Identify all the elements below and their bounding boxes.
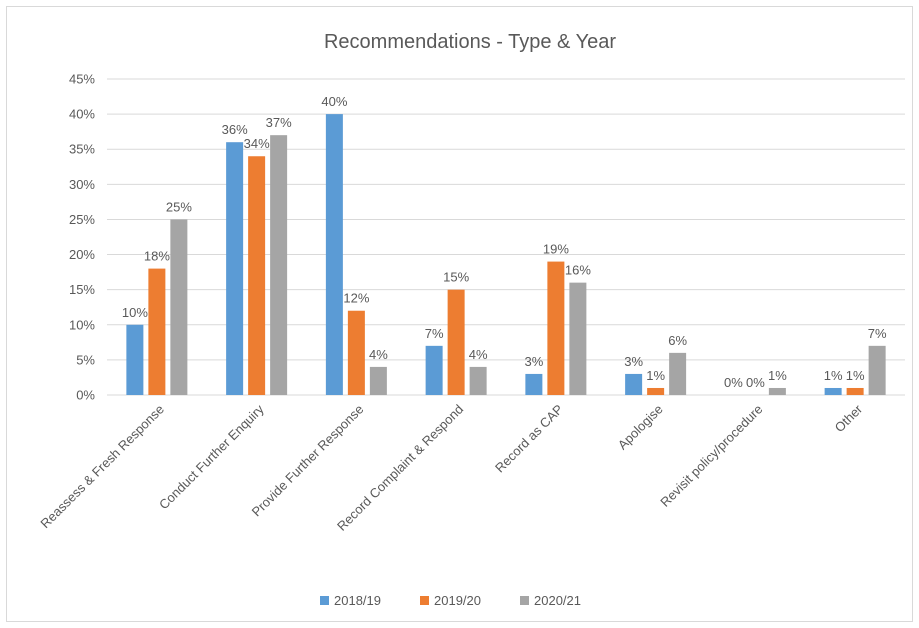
y-tick-label: 25%	[69, 212, 95, 227]
y-tick-label: 10%	[69, 317, 95, 332]
x-category-label: Apologise	[615, 402, 666, 453]
bar	[170, 219, 188, 395]
data-label: 1%	[846, 368, 865, 383]
legend-swatch	[320, 596, 329, 605]
data-label: 7%	[425, 326, 444, 341]
data-label: 18%	[144, 249, 170, 264]
x-category-label: Provide Further Response	[249, 402, 367, 520]
data-label: 15%	[443, 270, 469, 285]
data-label: 40%	[321, 94, 347, 109]
y-axis-ticks: 0% 5% 10% 15% 20% 25% 30% 35% 40% 45%	[69, 72, 95, 403]
data-label: 10%	[122, 305, 148, 320]
bar	[248, 156, 266, 395]
data-label: 34%	[244, 136, 270, 151]
x-category-label: Revisit policy/procedure	[657, 402, 765, 510]
bar	[469, 366, 487, 395]
y-tick-label: 35%	[69, 142, 95, 157]
y-tick-label: 5%	[76, 352, 95, 367]
data-label: 12%	[343, 291, 369, 306]
bar	[625, 373, 643, 395]
x-category-label: Other	[832, 401, 866, 435]
bar	[768, 387, 786, 395]
y-tick-label: 30%	[69, 177, 95, 192]
x-category-label: Conduct Further Enquiry	[156, 401, 267, 512]
legend: 2018/19 2019/20 2020/21	[320, 593, 581, 608]
y-tick-label: 40%	[69, 107, 95, 122]
bar	[824, 387, 842, 395]
bar	[868, 345, 886, 395]
bar	[647, 387, 665, 395]
bar	[525, 373, 543, 395]
data-labels: 10% 18% 25% 36%34% 37% 40% 12% 4% 7% 15% 4% 3% 19% 16…	[122, 94, 887, 390]
data-label: 1%	[768, 368, 787, 383]
bar	[447, 289, 465, 395]
data-label: 19%	[543, 242, 569, 257]
y-tick-label: 0%	[76, 388, 95, 403]
data-label: 4%	[469, 347, 488, 362]
data-label: 36%	[222, 122, 248, 137]
bars	[126, 114, 886, 395]
bar	[846, 387, 864, 395]
data-label: 0%	[724, 375, 743, 390]
bar	[669, 352, 687, 395]
x-category-label: Record as CAP	[492, 402, 566, 476]
bar	[347, 310, 365, 395]
data-label: 7%	[868, 326, 887, 341]
bar	[270, 135, 288, 395]
data-label: 1%	[646, 368, 665, 383]
y-tick-label: 20%	[69, 247, 95, 262]
bar	[325, 114, 343, 395]
data-label: 37%	[266, 115, 292, 130]
data-label: 3%	[624, 354, 643, 369]
bar	[126, 324, 144, 395]
x-category-label: Reassess & Fresh Response	[37, 402, 167, 532]
bar	[569, 282, 587, 395]
chart-title: Recommendations - Type & Year	[324, 31, 616, 53]
bar	[226, 142, 244, 395]
legend-label: 2018/19	[334, 593, 381, 608]
data-label: 1%	[824, 368, 843, 383]
data-label: 25%	[166, 199, 192, 214]
data-label: 4%	[369, 347, 388, 362]
data-label: 6%	[668, 333, 687, 348]
bar	[148, 268, 166, 395]
legend-swatch	[420, 596, 429, 605]
y-tick-label: 15%	[69, 282, 95, 297]
data-label: 16%	[565, 263, 591, 278]
legend-swatch	[520, 596, 529, 605]
legend-label: 2019/20	[434, 593, 481, 608]
bar	[547, 261, 565, 395]
data-label: 0%	[746, 375, 765, 390]
data-label: 3%	[524, 354, 543, 369]
bar	[425, 345, 443, 395]
bar	[369, 366, 387, 395]
y-tick-label: 45%	[69, 72, 95, 87]
legend-label: 2020/21	[534, 593, 581, 608]
